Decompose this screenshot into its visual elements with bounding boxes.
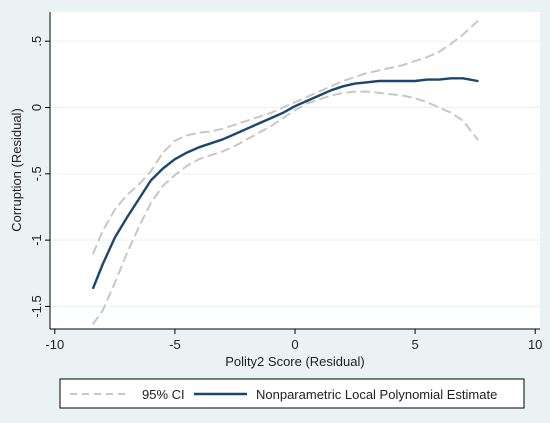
y-tick-label: -1 [29,234,44,246]
y-tick-label: -1.5 [29,295,44,317]
legend: 95% CI Nonparametric Local Polynomial Es… [59,378,525,409]
x-tick-label: -5 [169,337,181,352]
y-axis-label: Corruption (Residual) [9,108,24,232]
x-tick-label: 5 [411,337,418,352]
axes-layer: -1.5 -1 -.5 0 .5 -10 -5 0 5 10 [29,12,542,352]
x-axis-label: Polity2 Score (Residual) [225,354,364,369]
legend-box [59,378,525,409]
series-layer [92,20,479,325]
ci-upper-line [92,20,479,255]
legend-label-estimate: Nonparametric Local Polynomial Estimate [256,387,497,402]
x-tick-label: 10 [528,337,542,352]
plot-area [50,12,540,329]
legend-label-ci: 95% CI [142,387,185,402]
estimate-line [92,77,479,290]
x-tick-label: -10 [45,337,64,352]
y-tick-label: 0 [29,104,44,111]
y-tick-label: -.5 [29,166,44,181]
x-tick-label: 0 [291,337,298,352]
y-tick-label: .5 [29,36,44,47]
ci-lower-line [92,90,479,325]
